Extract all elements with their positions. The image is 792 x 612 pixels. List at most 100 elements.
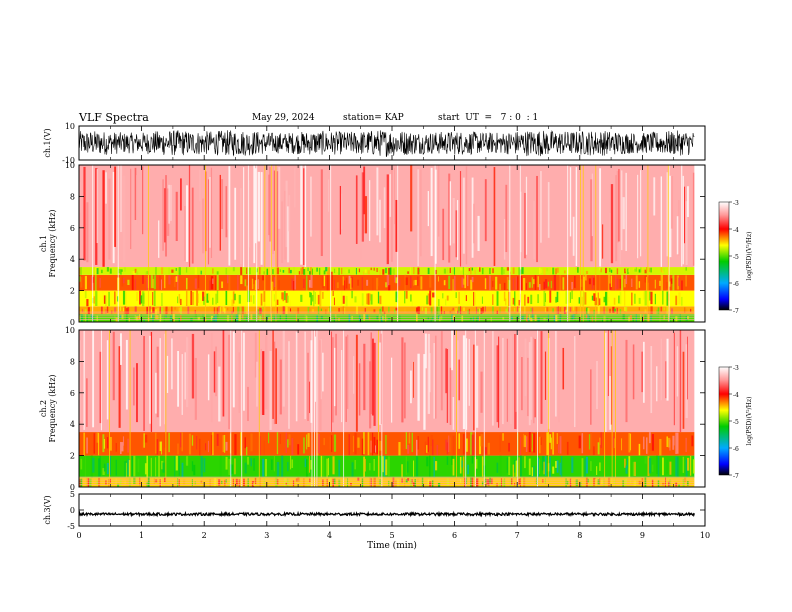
ch1-spectrogram-texture (174, 277, 176, 288)
ch2-spectrogram-texture (433, 456, 435, 478)
ch1-spectrogram-texture (648, 267, 651, 272)
ch1-spectrogram-texture (517, 315, 520, 319)
ch1-spectrogram-texture (341, 193, 343, 230)
ch1-spectrogram-texture (364, 269, 367, 273)
ch2-spectrogram-texture (373, 342, 376, 426)
ch2-spectrogram-texture (215, 478, 217, 485)
ch3-waveform-series (78, 510, 695, 518)
ch1-spectrogram-texture (169, 184, 172, 221)
ch1-spectrogram-texture (484, 306, 486, 312)
ch1-spectrogram-texture (240, 307, 243, 314)
ch1-spectrogram-texture (442, 293, 444, 299)
ch2-spectrogram-texture (401, 464, 403, 477)
ch2-spectrogram-texture (307, 352, 309, 421)
ch1-spectrogram-texture (348, 269, 350, 274)
ch2-spectrogram-texture (423, 354, 426, 430)
ch1-spectrogram-texture (207, 293, 211, 301)
ch1-spectrogram-texture (121, 276, 124, 287)
ch1-spectrogram-texture (333, 268, 336, 274)
ch2-spectrogram-texture (401, 478, 404, 483)
ch2-spectrogram-colorbar-tick-label: -5 (733, 419, 739, 426)
ch1-spectrogram-texture (355, 267, 357, 275)
ch2-spectrogram-texture (415, 456, 419, 477)
ch2-spectrogram-texture (377, 455, 381, 478)
ch1-spectrogram-texture (300, 165, 303, 265)
ch1-spectrogram-texture (213, 315, 216, 322)
ch1-spectrogram-texture (577, 267, 579, 273)
ch1-spectrogram-texture (185, 277, 188, 290)
ch2-spectrogram-texture (250, 433, 253, 452)
ch1-spectrogram-texture (369, 316, 371, 321)
ch1-spectrogram-texture (287, 295, 289, 303)
ch1-spectrogram-texture (537, 294, 539, 304)
ch1-spectrogram-texture (382, 269, 385, 275)
ch1-spectrogram-texture (591, 295, 594, 301)
ch1-spectrogram-texture (670, 278, 674, 284)
ch1-spectrogram-texture (506, 267, 510, 271)
ch1-spectrogram-texture (272, 269, 274, 275)
ch1-spectrogram-texture (484, 179, 487, 242)
ch1-spectrogram-texture (543, 267, 546, 275)
ch1-spectrogram-texture (257, 268, 261, 273)
ch2-spectrogram-texture (675, 432, 677, 454)
ch2-spectrogram-texture (273, 341, 276, 425)
ch2-spectrogram-texture (496, 345, 499, 423)
ch1-spectrogram-texture (165, 306, 168, 315)
ch1-spectrogram-texture (476, 306, 478, 314)
ch1-spectrogram-texture (282, 292, 284, 302)
ch1-spectrogram-texture (269, 166, 272, 242)
ch1-spectrogram-texture (638, 281, 641, 288)
ch1-spectrogram-texture (585, 307, 589, 314)
ch2-spectrogram-texture (309, 478, 311, 483)
ch2-spectrogram-texture (156, 346, 159, 418)
ch1-spectrogram-texture (354, 296, 357, 303)
ch1-spectrogram-texture (95, 168, 98, 265)
ch2-spectrogram-texture (178, 456, 180, 476)
ch2-spectrogram-texture (287, 478, 289, 487)
ch1-spectrogram-texture (369, 180, 371, 241)
ch1-spectrogram-texture (106, 267, 109, 272)
ch2-spectrogram-texture (429, 481, 432, 487)
ch1-spectrogram-texture (320, 315, 323, 319)
ch2-spectrogram-texture (156, 439, 159, 455)
ch1-spectrogram-texture (212, 297, 214, 305)
ch2-spectrogram-texture (363, 456, 365, 478)
ch2-spectrogram-texture (92, 457, 95, 473)
ch1-spectrogram-texture (414, 279, 417, 286)
ch1-spectrogram-texture (687, 186, 689, 217)
ch1-spectrogram-texture (297, 307, 300, 314)
ch1-waveform-ylabel: ch.1(V) (43, 128, 52, 157)
ch1-spectrogram-texture (339, 185, 342, 235)
ch2-spectrogram-texture (413, 482, 415, 486)
ch2-spectrogram-texture (314, 336, 317, 402)
ch2-spectrogram-texture (159, 338, 161, 427)
ch1-spectrogram-texture (262, 306, 264, 312)
ch1-spectrogram-texture (471, 177, 474, 258)
ch1-spectrogram-texture (185, 267, 188, 273)
ch1-spectrogram-texture (226, 275, 229, 284)
ch1-spectrogram-colorbar (718, 201, 730, 311)
ch1-spectrogram-texture (188, 165, 191, 267)
ch1-spectrogram-texture (185, 291, 188, 306)
ch1-spectrogram-texture (114, 307, 117, 313)
ch2-spectrogram-texture (533, 466, 535, 477)
ch2-spectrogram-texture (388, 456, 390, 477)
ch1-spectrogram-texture (569, 292, 571, 303)
ch1-spectrogram-texture (600, 268, 602, 273)
ch2-spectrogram-texture (657, 480, 660, 487)
ch1-spectrogram-texture (96, 268, 99, 275)
ch1-spectrogram-texture (468, 308, 470, 315)
ch1-spectrogram-texture (452, 267, 455, 275)
ch1-spectrogram-texture (251, 278, 254, 290)
ch1-spectrogram-texture (244, 306, 247, 312)
ch1-spectrogram-texture (134, 268, 137, 273)
ch1-spectrogram-texture (607, 274, 611, 291)
ch2-spectrogram-texture (634, 461, 636, 477)
ch2-spectrogram-texture (183, 479, 186, 486)
ch2-spectrogram-texture (127, 459, 130, 476)
ch1-spectrogram-texture (640, 267, 642, 273)
ch1-spectrogram-texture (320, 275, 323, 286)
ch2-spectrogram-texture (539, 458, 541, 474)
ch1-spectrogram-texture (609, 212, 611, 267)
ch1-spectrogram-texture (326, 271, 329, 275)
